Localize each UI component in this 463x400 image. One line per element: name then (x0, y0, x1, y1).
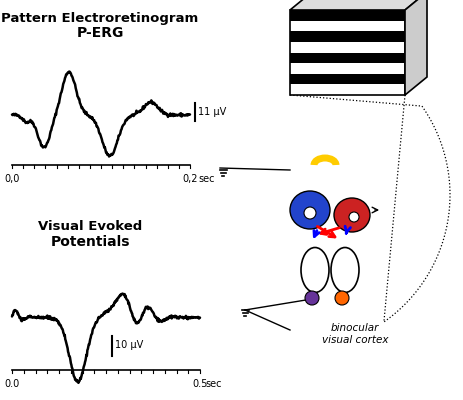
Polygon shape (290, 10, 405, 21)
Polygon shape (290, 52, 405, 63)
Text: binocular
visual cortex: binocular visual cortex (322, 323, 388, 344)
Polygon shape (290, 10, 405, 95)
Text: 0.0: 0.0 (4, 379, 19, 389)
Ellipse shape (334, 198, 370, 232)
Text: P-ERG: P-ERG (76, 26, 124, 40)
Circle shape (349, 212, 359, 222)
Ellipse shape (301, 248, 329, 292)
Polygon shape (290, 74, 405, 84)
Text: sec: sec (205, 379, 221, 389)
Text: 0.5: 0.5 (192, 379, 208, 389)
Text: 11 μV: 11 μV (198, 107, 226, 117)
Text: Pattern Electroretinogram: Pattern Electroretinogram (1, 12, 199, 25)
Text: Visual Evoked: Visual Evoked (38, 220, 142, 233)
Polygon shape (405, 0, 427, 95)
Text: 10 μV: 10 μV (115, 340, 143, 350)
Polygon shape (290, 31, 405, 42)
Circle shape (304, 207, 316, 219)
Circle shape (335, 291, 349, 305)
Ellipse shape (331, 248, 359, 292)
Text: sec: sec (198, 174, 214, 184)
Text: 0,2: 0,2 (182, 174, 198, 184)
Ellipse shape (290, 191, 330, 229)
Circle shape (305, 291, 319, 305)
Text: Potentials: Potentials (50, 235, 130, 249)
Polygon shape (290, 0, 427, 10)
Text: 0,0: 0,0 (4, 174, 20, 184)
